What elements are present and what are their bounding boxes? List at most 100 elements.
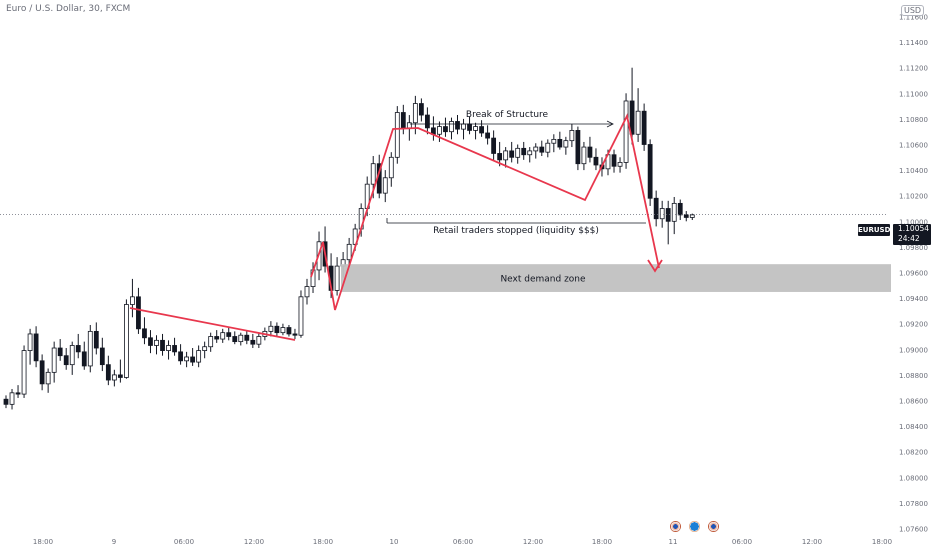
- candle-body: [268, 325, 274, 332]
- candle-body: [388, 156, 394, 179]
- candle-body: [551, 138, 557, 144]
- trend-line-1: [129, 307, 296, 341]
- candle-body: [382, 177, 388, 194]
- demand-zone-layer: Next demand zone: [0, 214, 891, 292]
- blue-event-icon[interactable]: [689, 521, 701, 532]
- candle-body: [292, 333, 298, 336]
- candle-body: [160, 339, 165, 351]
- candle-body: [154, 339, 159, 346]
- currency-button[interactable]: USD: [901, 5, 925, 16]
- candle-body: [659, 208, 665, 220]
- y-tick-label: 1.10200: [899, 193, 928, 201]
- candle-body: [581, 146, 587, 165]
- candle-body: [214, 336, 220, 340]
- candle-body: [635, 110, 641, 135]
- candle-body: [424, 114, 430, 129]
- trend-line-2: [310, 113, 660, 311]
- candle-body: [647, 144, 653, 199]
- x-tick-label: 06:00: [732, 538, 752, 546]
- candle-body: [130, 296, 135, 305]
- bos-arrow: [606, 120, 614, 128]
- x-tick-label: 12:00: [802, 538, 822, 546]
- candle-body: [238, 334, 244, 343]
- annotation-lines-layer: Break of Structure Retail traders stopped…: [129, 110, 663, 341]
- x-tick-label: 9: [112, 538, 116, 546]
- candle-body: [455, 121, 460, 130]
- y-tick-label: 1.08000: [899, 474, 928, 482]
- candle-body: [491, 137, 497, 154]
- candle-body: [244, 334, 250, 341]
- candle-body: [172, 345, 177, 353]
- candle-body: [148, 337, 153, 346]
- x-tick-label: 06:00: [174, 538, 194, 546]
- candle-body: [9, 392, 15, 405]
- candle-body: [509, 150, 515, 158]
- candle-body: [334, 265, 340, 291]
- candle-body: [593, 156, 599, 166]
- candle-body: [33, 333, 39, 362]
- y-tick-label: 1.11200: [899, 65, 928, 73]
- candle-body: [467, 123, 472, 131]
- candle-body: [653, 197, 659, 220]
- candle-body: [443, 126, 448, 133]
- time-axis: 18:00 9 06:00 12:00 18:00 10 06:00 12:00 18:00 11…: [33, 538, 892, 546]
- candle-body: [485, 132, 491, 139]
- candle-body: [117, 374, 123, 378]
- candle-body: [63, 355, 69, 366]
- candle-body: [521, 147, 527, 156]
- x-tick-label: 18:00: [313, 538, 333, 546]
- candle-body: [220, 332, 226, 340]
- candle-body: [196, 350, 202, 363]
- y-tick-label: 1.09200: [899, 321, 928, 329]
- candle-body: [461, 123, 466, 130]
- y-tick-label: 1.11600: [899, 14, 928, 22]
- bar-countdown: 24:42: [898, 234, 920, 243]
- candle-body: [394, 112, 400, 158]
- candle-body: [124, 304, 129, 378]
- candle-body: [87, 330, 93, 367]
- candle-body: [587, 146, 593, 158]
- candle-body: [575, 130, 581, 165]
- candle-body: [418, 103, 424, 116]
- price-tag: 1.10054 24:42: [893, 224, 931, 245]
- candle-body: [178, 351, 183, 362]
- candle-body: [629, 100, 635, 135]
- x-tick-label: 12:00: [244, 538, 264, 546]
- y-tick-label: 1.10000: [899, 218, 928, 226]
- candle-body: [611, 154, 617, 167]
- x-tick-label: 12:00: [523, 538, 543, 546]
- candle-body: [166, 345, 171, 351]
- symbol-header: Euro / U.S. Dollar, 30, FXCM: [6, 4, 131, 14]
- y-tick-label: 1.07800: [899, 500, 928, 508]
- candle-body: [539, 146, 545, 153]
- candle-body: [412, 103, 418, 124]
- candle-body: [105, 364, 111, 381]
- candle-body: [515, 147, 521, 158]
- us-flag-event-icon-2[interactable]: [708, 521, 720, 532]
- y-tick-label: 1.10600: [899, 142, 928, 150]
- x-tick-label: 10: [390, 538, 399, 546]
- price-axis: 1.11600 1.11400 1.11200 1.11000 1.10800 1.106…: [899, 14, 928, 534]
- candle-body: [437, 126, 442, 135]
- candle-body: [184, 356, 190, 362]
- candle-body: [57, 347, 63, 357]
- y-tick-label: 1.10800: [899, 116, 928, 124]
- candle-body: [286, 327, 292, 335]
- y-tick-label: 1.11000: [899, 90, 928, 98]
- us-flag-event-icon[interactable]: [670, 521, 681, 532]
- candle-body: [256, 336, 262, 345]
- down-arrow-head: [647, 259, 663, 273]
- demand-zone-label: Next demand zone: [500, 275, 586, 285]
- candle-body: [569, 130, 575, 142]
- candle-body: [557, 138, 563, 148]
- candle-body: [250, 339, 256, 345]
- candle-body: [232, 336, 238, 343]
- y-tick-label: 1.08800: [899, 372, 928, 380]
- x-tick-label: 18:00: [872, 538, 892, 546]
- candle-body: [497, 153, 503, 161]
- candle-body: [51, 347, 57, 373]
- x-tick-label: 06:00: [453, 538, 473, 546]
- symbol-tag: EURUSD: [858, 224, 891, 236]
- y-tick-label: 1.08600: [899, 398, 928, 406]
